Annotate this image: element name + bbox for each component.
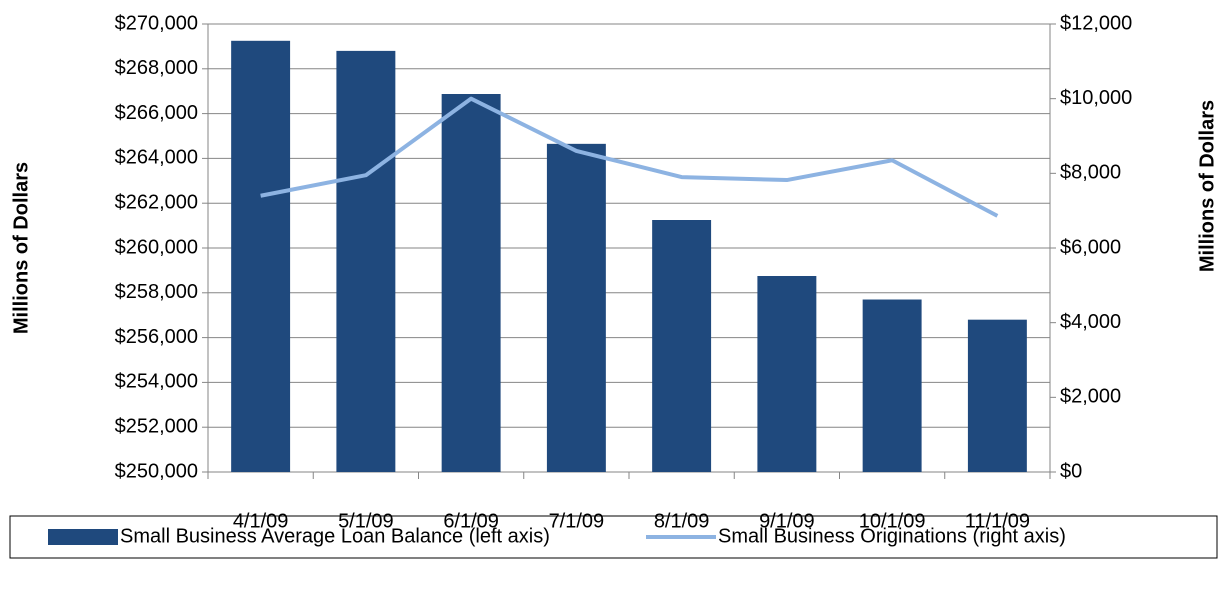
bar xyxy=(546,143,606,472)
bar xyxy=(652,220,712,472)
y-axis-title: Millions of Dollars xyxy=(10,162,32,334)
y-tick-label: $252,000 xyxy=(115,415,198,437)
bar xyxy=(336,50,396,472)
y-tick-label: $268,000 xyxy=(115,57,198,79)
y2-tick-label: $6,000 xyxy=(1060,236,1121,258)
y-tick-label: $256,000 xyxy=(115,326,198,348)
line xyxy=(260,96,999,218)
bar xyxy=(231,40,291,473)
x-tick-label: 8/1/09 xyxy=(654,510,710,532)
y2-tick-label: $8,000 xyxy=(1060,162,1121,184)
x-tick-label: 4/1/09 xyxy=(233,510,289,532)
bar xyxy=(441,94,501,472)
x-tick-label: 10/1/09 xyxy=(859,510,926,532)
y-tick-label: $266,000 xyxy=(115,102,198,124)
y-tick-label: $258,000 xyxy=(115,281,198,303)
legend-box xyxy=(9,515,1218,559)
y-tick-label: $262,000 xyxy=(115,191,198,213)
y-tick-label: $260,000 xyxy=(115,236,198,258)
y-tick-label: $250,000 xyxy=(115,460,198,482)
y2-tick-label: $0 xyxy=(1060,460,1082,482)
y2-tick-label: $4,000 xyxy=(1060,311,1121,333)
x-tick-label: 5/1/09 xyxy=(338,510,394,532)
x-tick-label: 11/1/09 xyxy=(965,510,1030,532)
x-tick-label: 6/1/09 xyxy=(443,510,499,532)
y-tick-label: $254,000 xyxy=(115,371,198,393)
y-tick-label: $264,000 xyxy=(115,147,198,169)
legend-label: Small Business Average Loan Balance (lef… xyxy=(120,525,550,547)
y2-axis-title: Millions of Dollars xyxy=(1196,100,1218,272)
legend-swatch xyxy=(48,529,118,545)
bar xyxy=(757,276,817,472)
y2-tick-label: $10,000 xyxy=(1060,87,1132,109)
bar xyxy=(862,299,922,472)
x-tick-label: 9/1/09 xyxy=(759,510,815,532)
y2-tick-label: $12,000 xyxy=(1060,12,1132,34)
legend-label: Small Business Originations (right axis) xyxy=(718,525,1066,547)
y-tick-label: $270,000 xyxy=(115,12,198,34)
x-tick-label: 7/1/09 xyxy=(549,510,605,532)
y2-tick-label: $2,000 xyxy=(1060,386,1121,408)
bar xyxy=(967,319,1027,472)
